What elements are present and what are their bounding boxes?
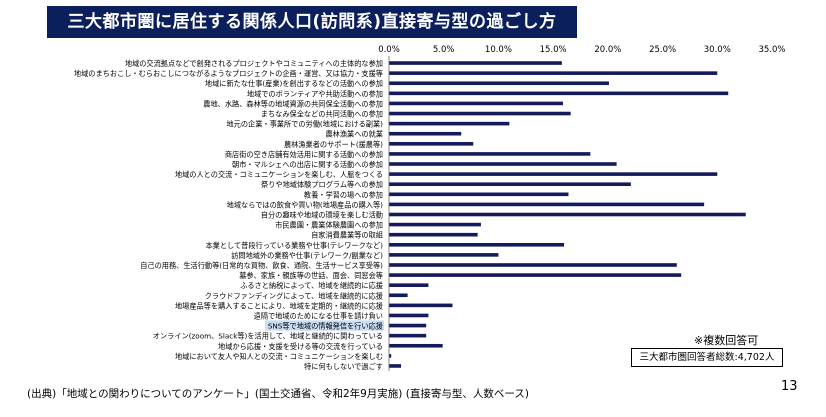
bar <box>389 111 571 116</box>
bar <box>389 81 609 86</box>
bar <box>389 152 591 156</box>
bar <box>389 71 718 75</box>
category-label: 地域のまちおこし・むらおこしにつながるようなプロジェクトの企画・運営、又は協力・… <box>74 69 383 78</box>
bar <box>389 101 563 106</box>
bar <box>389 182 631 187</box>
category-label: 地域の交流拠点などで創発されるプロジェクトやコミュニティへの主体的な参加 <box>125 59 383 68</box>
category-label: 特に何もしないで過ごす <box>304 362 383 371</box>
category-label: ふるさと納税によって、地域を継続的に応援 <box>240 281 383 290</box>
category-label: 市民農園・農業体験農園への参加 <box>275 221 383 230</box>
bar <box>389 142 474 146</box>
category-label: 遠隔で地域のためになる仕事を請け負い <box>254 311 383 320</box>
label-highlight <box>265 320 384 331</box>
category-label: 地域の人との交流・コミュニケーションを楽しむ、人脈をつくる <box>175 170 383 179</box>
category-label: 地場産品等を購入することにより、地域を定期的・継続的に応援 <box>175 301 383 310</box>
bar <box>389 192 569 197</box>
bar <box>389 212 746 217</box>
category-label: 自己の用務、生活行動等(日常的な買物、飲食、通院、生活サービス享受等) <box>140 261 383 270</box>
multi-answer-note: ※複数回答可 <box>694 334 759 347</box>
respondents-total-box: 三大都市圏回答者総数:4,702人 <box>631 348 783 367</box>
page-title: 三大都市圏に居住する関係人口(訪問系)直接寄与型の過ごし方 <box>47 6 577 38</box>
bar <box>389 313 429 318</box>
bar <box>389 91 729 96</box>
category-label: クラウドファンディングによって、地域を継続的に応援 <box>205 291 383 300</box>
bar <box>389 162 617 166</box>
category-label: 農地、水路、森林等の地域資源の共同保全活動への参加 <box>203 99 383 108</box>
bar <box>389 253 499 257</box>
category-label: 地域に新たな仕事(産業)を創出するなどの活動への参加 <box>205 79 383 88</box>
category-label: 自分の趣味や地域の環境を楽しむ活動 <box>261 211 383 220</box>
bar <box>389 283 429 287</box>
category-label: まちなみ保全などの共同活動への参加 <box>261 110 383 119</box>
x-tick-label: 15.0% <box>540 45 567 55</box>
category-label: 訪問地域外の業務や仕事(テレワーク/副業など) <box>231 251 383 260</box>
category-label: 農林漁業者のサポート(援農等) <box>284 140 383 149</box>
x-tick-label: 30.0% <box>704 45 731 55</box>
x-tick-label: 10.0% <box>485 45 512 55</box>
bar <box>389 343 443 348</box>
bar <box>389 202 705 207</box>
bar <box>389 354 392 358</box>
x-tick-label: 20.0% <box>594 45 621 55</box>
source-citation: (出典)「地域との関わりについてのアンケート」(国土交通省、令和2年9月実施) … <box>27 388 529 400</box>
category-label: 地域から応援・支援を受ける等の交流を行っている <box>218 342 383 351</box>
category-label: 地域ならではの飲食や買い物(地場産品の購入等) <box>227 200 384 209</box>
bar <box>389 242 565 247</box>
category-label: 地域でのボランティアや共助活動への参加 <box>247 89 383 98</box>
category-label: 地域において友人や知人との交流・コミュニケーションを楽しむ <box>175 352 383 361</box>
bar <box>389 303 453 308</box>
category-label: 商店街の空き店舗有効活用に関する活動への参加 <box>225 150 383 159</box>
bar <box>389 273 682 277</box>
category-label: SNS等で地域の情報発信を行い応援 <box>268 322 383 331</box>
bar <box>389 131 462 136</box>
x-tick-label: 35.0% <box>758 45 785 55</box>
bar <box>389 232 478 237</box>
category-label: オンライン(zoom、Slack等)を活用して、地域と継続的に関わっている <box>153 332 383 341</box>
category-label: 自家消費農業等の取組 <box>311 231 383 240</box>
bar <box>389 293 408 298</box>
bar <box>389 222 481 227</box>
page-number: 13 <box>781 379 798 394</box>
bar <box>389 121 510 126</box>
category-label: 墓参、家族・親族等の世話、面会、同窓会等 <box>239 271 383 280</box>
category-label: 祭りや地域体験プログラム等への参加 <box>261 180 383 189</box>
bar <box>389 364 402 368</box>
category-label: 本業として普段行っている業務や仕事(テレワークなど) <box>205 241 383 250</box>
bar <box>389 333 427 338</box>
bar <box>389 323 427 328</box>
bar <box>389 61 562 65</box>
category-label: 農林漁業への就業 <box>325 130 383 139</box>
bar <box>389 172 718 176</box>
x-tick-label: 0.0% <box>378 45 400 55</box>
bar <box>389 263 677 267</box>
category-label: 地元の企業・事業所での労働(地域における副業) <box>226 120 383 129</box>
x-tick-label: 5.0% <box>433 45 455 55</box>
x-tick-label: 25.0% <box>649 45 676 55</box>
category-label: 教養・学習の場への参加 <box>304 190 383 199</box>
category-label: 朝市・マルシェへの出店に関する活動への参加 <box>232 160 383 169</box>
